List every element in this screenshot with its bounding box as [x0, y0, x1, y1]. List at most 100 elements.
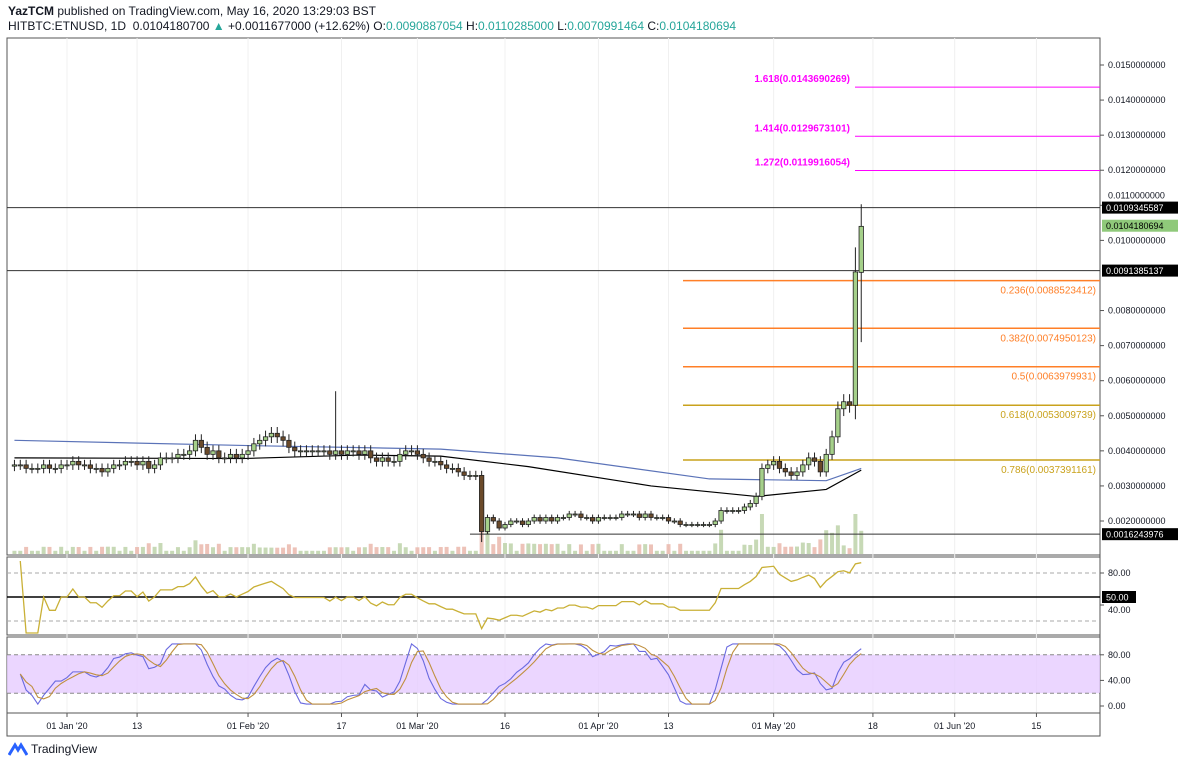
- rsi-level-label-box: [1102, 591, 1136, 603]
- volume-bar: [234, 547, 239, 554]
- candle: [829, 436, 835, 455]
- volume-bar: [473, 550, 478, 554]
- open-label: O:: [373, 19, 386, 33]
- volume-bar: [713, 543, 718, 554]
- y-tick-label: 0.0070000000: [1108, 341, 1166, 351]
- candle: [776, 460, 783, 469]
- volume-bar: [321, 550, 326, 554]
- low-label: L:: [557, 19, 568, 33]
- candle: [490, 517, 496, 522]
- volume-bar: [567, 544, 572, 554]
- volume-bar: [327, 547, 332, 554]
- volume-bar: [298, 550, 303, 554]
- candle: [146, 460, 152, 469]
- y-tick-label: 0.0060000000: [1108, 376, 1166, 386]
- stoch-band-fill: [7, 654, 1100, 694]
- stoch-tick-label: 80.00: [1108, 650, 1131, 660]
- candle: [811, 457, 818, 462]
- volume-bar: [392, 550, 397, 554]
- volume-bar: [800, 542, 805, 554]
- close-label: C:: [647, 19, 660, 33]
- volume-bar: [275, 547, 280, 554]
- volume-bar: [841, 545, 846, 554]
- fib-extension-label: 1.618(0.0143690269): [754, 74, 850, 85]
- volume-bar: [175, 547, 180, 554]
- candle: [560, 517, 567, 519]
- y-tick-label: 0.0130000000: [1108, 130, 1166, 140]
- volume-bar: [730, 550, 735, 554]
- candle: [595, 517, 602, 522]
- candle: [414, 450, 421, 455]
- candle: [385, 457, 391, 462]
- volume-bar: [578, 544, 583, 554]
- volume-bar: [357, 547, 361, 554]
- volume-bar: [450, 550, 455, 554]
- volume-bar: [672, 550, 677, 554]
- volume-bar: [830, 532, 835, 554]
- volume-bar: [263, 547, 268, 554]
- candle: [613, 517, 619, 519]
- volume-bar: [199, 544, 204, 554]
- volume-bar: [12, 550, 17, 554]
- volume-bar: [304, 550, 309, 554]
- candle: [204, 446, 210, 455]
- fib-extension-label: 1.414(0.0129673101): [754, 123, 850, 134]
- volume-bar: [812, 547, 817, 554]
- volume-bar: [555, 543, 560, 554]
- volume-bar: [187, 547, 192, 554]
- candle: [76, 460, 82, 466]
- volume-bar: [654, 550, 659, 554]
- volume-bar: [82, 550, 87, 554]
- volume-bar: [316, 550, 321, 554]
- candle: [11, 464, 18, 467]
- candle: [753, 496, 759, 504]
- x-tick-label: 15: [1031, 721, 1041, 731]
- volume-bar: [345, 547, 350, 554]
- y-tick-label: 0.0140000000: [1108, 95, 1166, 105]
- candle: [169, 457, 175, 460]
- publish-info: YazTCM published on TradingView.com, May…: [8, 4, 376, 18]
- price-label-box: [1102, 528, 1178, 541]
- volume-bar: [561, 550, 566, 554]
- candle: [736, 510, 742, 512]
- candle: [747, 503, 753, 508]
- tradingview-logo[interactable]: TradingView: [8, 742, 97, 756]
- author: YazTCM: [8, 4, 55, 18]
- candle: [455, 467, 461, 473]
- fib-retracement-label: 0.382(0.0074950123): [1000, 333, 1096, 344]
- volume-bar: [170, 550, 175, 554]
- candle: [800, 464, 806, 473]
- candle: [432, 460, 438, 463]
- rsi-level-label: 50.00: [1106, 593, 1129, 603]
- candle: [46, 464, 53, 469]
- rsi-pane-border: [6, 556, 1101, 636]
- candle: [817, 460, 823, 473]
- symbol[interactable]: HITBTC:ETNUSD, 1D: [8, 19, 127, 33]
- volume-bar: [35, 550, 40, 554]
- volume-bar: [310, 550, 315, 554]
- volume-bar: [24, 546, 29, 554]
- candle: [806, 457, 812, 466]
- volume-bar: [859, 530, 864, 554]
- volume-bar: [286, 544, 291, 554]
- low-value: 0.0070991464: [567, 19, 644, 33]
- fib-retracement-label: 0.786(0.0037391161): [1001, 465, 1096, 476]
- volume-bar: [526, 543, 531, 554]
- candle: [128, 460, 134, 463]
- volume-bar: [748, 544, 753, 554]
- candle: [741, 506, 748, 511]
- candle: [671, 520, 677, 523]
- price-label-box: [1102, 264, 1178, 277]
- candle: [239, 453, 245, 459]
- candle: [210, 450, 216, 455]
- volume-bar: [152, 546, 157, 554]
- candle: [122, 460, 128, 466]
- candle: [93, 467, 99, 470]
- volume-bar: [59, 546, 64, 554]
- candle: [391, 460, 397, 463]
- volume-bar: [216, 543, 221, 554]
- volume-bar: [47, 546, 52, 554]
- chart-area[interactable]: 01 Jan '20 13 01 Feb '20 17 01 Mar '20 16 01 A…: [0, 0, 1180, 740]
- candle: [58, 464, 64, 469]
- volume-bar: [246, 547, 251, 554]
